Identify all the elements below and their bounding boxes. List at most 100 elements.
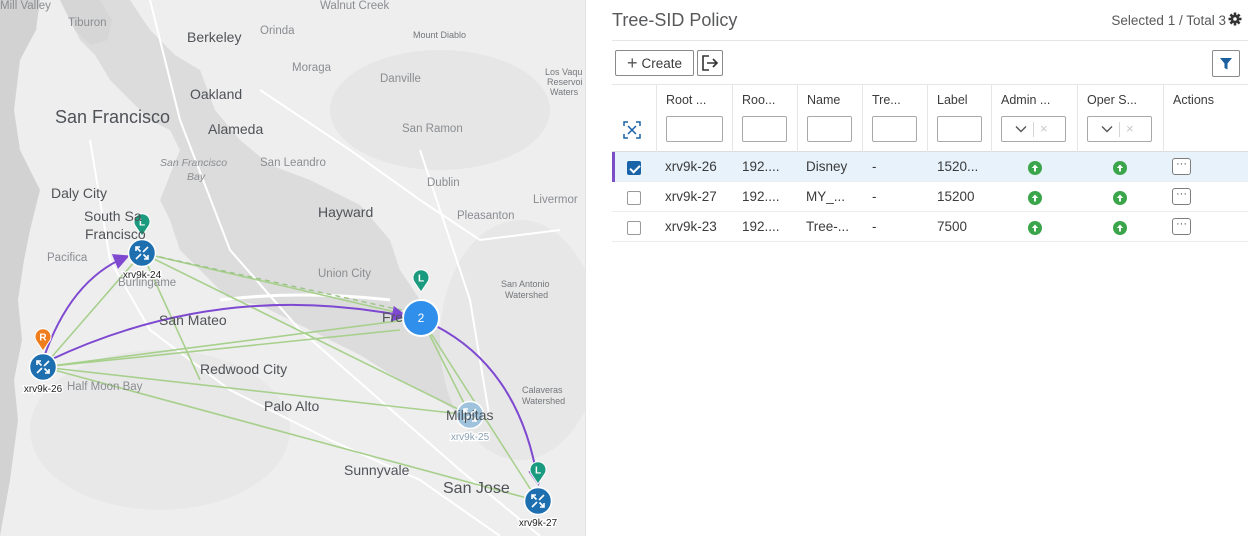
plus-icon: + (626, 53, 638, 73)
router-node-label: xrv9k-26 (24, 384, 63, 395)
topology-link[interactable] (141, 252, 471, 416)
cluster-circle[interactable] (402, 299, 440, 337)
admin-state-up-icon (1028, 161, 1042, 175)
map-place-label: Daly City (51, 185, 108, 201)
router-node-circle[interactable] (28, 352, 58, 382)
cell-label: 7500 (937, 219, 968, 234)
road (259, 89, 561, 242)
map-place-label: Los Vaqu (545, 67, 583, 77)
tree-sid-path[interactable] (435, 325, 544, 486)
row-actions-button[interactable]: ··· (1172, 188, 1191, 205)
tree-sid-panel: Tree-SID Policy Selected 1 / Total 3 + C… (612, 0, 1248, 536)
topology-link[interactable] (42, 317, 422, 368)
map-canvas[interactable]: xrv9k-24 xrv9k-26 xrv9k-25 xrv9k-27 2 L L R L (0, 0, 585, 536)
gear-icon[interactable] (1228, 12, 1242, 26)
topology-link-dashed[interactable] (141, 252, 411, 313)
topology-link[interactable] (141, 252, 201, 381)
tree-sid-path[interactable] (42, 254, 130, 361)
map-place-label: Burlingame (118, 277, 177, 289)
column-label: Actions (1173, 93, 1214, 107)
row-actions-button[interactable]: ··· (1172, 158, 1191, 175)
map-place-label: Bay (187, 171, 206, 183)
map-place-label: Hayward (318, 204, 374, 220)
column-admin-state[interactable]: Admin ... × (991, 85, 1077, 152)
column-label: Name (807, 93, 841, 107)
cell-label: 1520... (937, 159, 979, 174)
map-place-label: Union City (318, 268, 372, 280)
router-node-circle[interactable] (127, 238, 157, 268)
tree-sid-path[interactable] (49, 303, 408, 361)
router-node[interactable]: xrv9k-25 (450, 400, 491, 444)
leaf-marker-pin[interactable]: L (529, 461, 547, 485)
admin-state-filter-select[interactable]: × (1001, 116, 1066, 142)
clear-icon[interactable]: × (1126, 121, 1134, 136)
oper-state-filter-select[interactable]: × (1087, 116, 1152, 142)
column-root-node[interactable]: Root ... (656, 85, 732, 152)
map-place-label: San Francisco (55, 107, 171, 127)
column-oper-state[interactable]: Oper S... × (1077, 85, 1163, 152)
map-place-label: Watershed (505, 290, 549, 300)
table-row[interactable]: xrv9k-26 192.... Disney - 1520... ··· (612, 152, 1248, 182)
leaf-marker-pin[interactable]: L (412, 269, 430, 293)
topology-link[interactable] (42, 252, 143, 368)
map-place-label: Danville (380, 73, 421, 85)
column-actions: Actions (1163, 85, 1248, 152)
row-checkbox[interactable] (627, 161, 641, 175)
map-place-label: Waters (550, 87, 579, 97)
panel-divider (585, 0, 612, 536)
router-node[interactable]: xrv9k-27 (518, 486, 559, 530)
map-place-label: Milpitas (446, 407, 494, 423)
router-node[interactable]: xrv9k-26 (23, 352, 64, 396)
map-place-label: Fre (382, 309, 403, 325)
map-place-label: Dublin (427, 177, 460, 189)
name-filter-input[interactable] (807, 116, 852, 142)
title-divider (612, 40, 1248, 41)
row-checkbox[interactable] (627, 221, 641, 235)
label-filter-input[interactable] (937, 116, 982, 142)
topology-link[interactable] (42, 329, 401, 368)
tree-id-filter-input[interactable] (872, 116, 917, 142)
map-place-label: Francisco (85, 226, 146, 242)
map-place-label: Berkeley (187, 29, 242, 45)
column-tree-id[interactable]: Tre... (862, 85, 927, 152)
column-label: Label (937, 93, 968, 107)
topology-link[interactable] (42, 366, 471, 416)
cell-root-ip: 192.... (742, 189, 780, 204)
table-row[interactable]: xrv9k-23 192.... Tree-... - 7500 ··· (612, 212, 1248, 242)
map-place-label: Livermor (533, 194, 578, 206)
bay-water (60, 0, 470, 410)
column-label: Oper S... (1087, 93, 1138, 107)
select-all-column (612, 85, 656, 152)
filter-button[interactable] (1212, 50, 1240, 77)
root-node-filter-input[interactable] (666, 116, 723, 142)
root-marker-pin[interactable]: R (34, 328, 52, 352)
topology-nodes[interactable]: xrv9k-24 xrv9k-26 xrv9k-25 xrv9k-27 2 L L R L (23, 213, 559, 530)
map-place-label: Mill Valley (0, 0, 51, 12)
clear-icon[interactable]: × (1040, 121, 1048, 136)
column-name[interactable]: Name (797, 85, 862, 152)
oper-state-up-icon (1113, 221, 1127, 235)
root-ip-filter-input[interactable] (742, 116, 787, 142)
topology-map[interactable]: xrv9k-24 xrv9k-26 xrv9k-25 xrv9k-27 2 L L R L Mi… (0, 0, 585, 536)
router-node[interactable]: xrv9k-24 (122, 238, 163, 282)
column-label-value[interactable]: Label (927, 85, 991, 152)
row-checkbox[interactable] (627, 191, 641, 205)
pin-shape (529, 461, 547, 485)
table-row[interactable]: xrv9k-27 192.... MY_... - 15200 ··· (612, 182, 1248, 212)
cell-name: Tree-... (806, 219, 850, 234)
leaf-marker-pin[interactable]: L (133, 213, 151, 237)
router-node-circle[interactable] (523, 486, 553, 516)
node-cluster[interactable]: 2 (402, 299, 440, 337)
topology-link[interactable] (42, 366, 539, 502)
cell-root-ip: 192.... (742, 219, 780, 234)
map-place-label: Sunnyvale (344, 462, 410, 478)
chevron-down-icon (1101, 126, 1113, 133)
column-root-ip[interactable]: Roo... (732, 85, 797, 152)
pin-letter: R (39, 333, 47, 344)
create-button[interactable]: + Create (615, 50, 694, 76)
select-all-icon[interactable] (623, 121, 641, 139)
select-separator (1119, 122, 1120, 137)
export-button[interactable] (697, 50, 723, 76)
map-place-label: Pleasanton (457, 210, 515, 222)
row-actions-button[interactable]: ··· (1172, 218, 1191, 235)
